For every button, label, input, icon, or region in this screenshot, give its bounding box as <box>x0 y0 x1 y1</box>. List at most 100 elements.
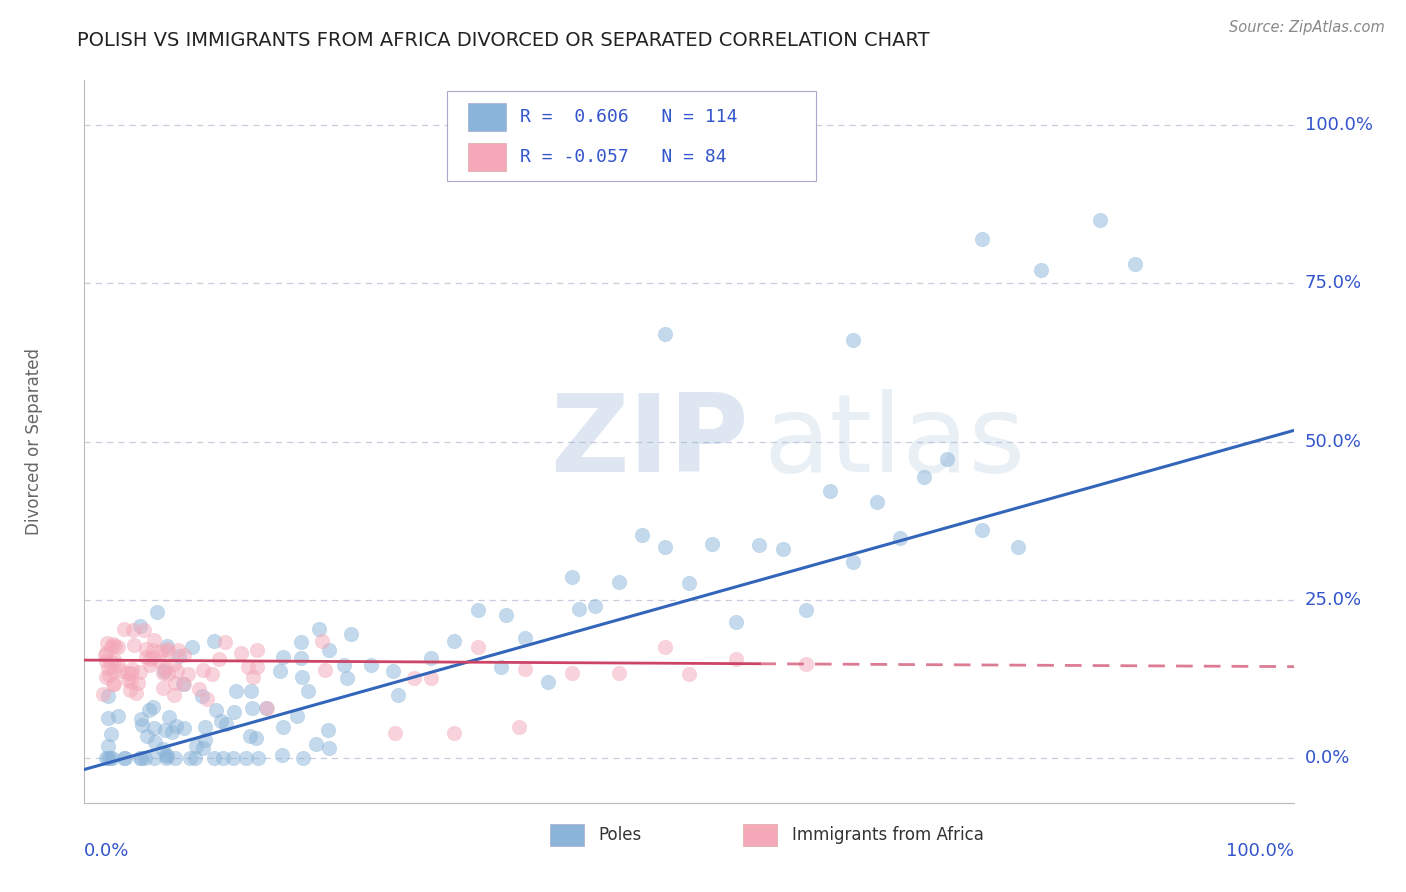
Point <box>103 653 125 667</box>
Point <box>96 751 118 765</box>
Point <box>419 651 441 665</box>
Point <box>297 684 319 698</box>
Point <box>142 650 165 665</box>
Point <box>202 751 225 765</box>
Point <box>172 677 194 691</box>
Point <box>583 599 606 613</box>
Point <box>794 657 817 671</box>
Point <box>146 606 169 620</box>
Point <box>311 634 333 648</box>
Point <box>1088 212 1111 227</box>
Point <box>165 718 187 732</box>
Point <box>271 649 294 664</box>
Point <box>240 683 263 698</box>
Point <box>402 671 425 685</box>
Point <box>142 700 165 714</box>
Point <box>235 751 257 765</box>
Point <box>271 748 294 763</box>
Point <box>384 726 406 740</box>
Point <box>678 576 700 591</box>
Point <box>1123 257 1146 271</box>
Point <box>489 660 512 674</box>
Point <box>631 528 654 542</box>
Point <box>724 652 747 666</box>
Point <box>156 748 179 763</box>
Point <box>94 647 117 661</box>
Point <box>508 720 530 734</box>
Point <box>360 658 382 673</box>
Point <box>467 603 489 617</box>
Point <box>1007 540 1029 554</box>
Point <box>214 635 236 649</box>
Point <box>142 642 165 657</box>
Point <box>236 660 259 674</box>
Point <box>97 661 120 675</box>
Text: Poles: Poles <box>599 826 641 845</box>
Point <box>537 674 560 689</box>
Point <box>191 689 214 703</box>
Point <box>121 623 143 637</box>
Point <box>209 714 232 728</box>
Point <box>120 683 142 698</box>
Point <box>155 723 177 737</box>
Text: Divorced or Separated: Divorced or Separated <box>24 348 42 535</box>
Point <box>215 716 238 731</box>
Point <box>290 650 312 665</box>
Point <box>748 538 770 552</box>
Point <box>314 664 336 678</box>
Text: ZIP: ZIP <box>550 389 748 494</box>
Point <box>225 684 247 698</box>
Point <box>654 540 676 554</box>
Point <box>114 751 136 765</box>
Point <box>97 711 120 725</box>
Point <box>96 670 118 684</box>
Point <box>121 662 143 676</box>
Text: 50.0%: 50.0% <box>1305 433 1361 450</box>
Point <box>91 687 114 701</box>
Point <box>127 676 149 690</box>
Point <box>177 667 200 681</box>
Point <box>513 631 536 645</box>
Point <box>912 470 935 484</box>
Point <box>285 709 308 723</box>
Point <box>103 664 125 678</box>
Point <box>269 664 291 678</box>
FancyBboxPatch shape <box>550 824 583 847</box>
Point <box>187 682 209 697</box>
Point <box>194 720 217 734</box>
Point <box>842 333 865 347</box>
Point <box>842 555 865 569</box>
FancyBboxPatch shape <box>468 143 506 170</box>
Point <box>128 619 150 633</box>
Point <box>136 729 159 743</box>
Point <box>271 720 294 734</box>
Point <box>129 751 152 765</box>
Point <box>195 692 218 706</box>
Point <box>180 640 202 655</box>
Point <box>186 739 208 754</box>
Point <box>132 623 155 637</box>
Point <box>104 639 127 653</box>
Point <box>117 673 139 688</box>
Point <box>107 657 129 672</box>
Point <box>120 666 142 681</box>
Text: 75.0%: 75.0% <box>1305 274 1362 292</box>
Point <box>654 326 676 341</box>
Point <box>318 740 340 755</box>
Point <box>318 643 340 657</box>
Point <box>239 729 262 743</box>
Text: 25.0%: 25.0% <box>1305 591 1362 609</box>
Text: POLISH VS IMMIGRANTS FROM AFRICA DIVORCED OR SEPARATED CORRELATION CHART: POLISH VS IMMIGRANTS FROM AFRICA DIVORCE… <box>77 31 929 50</box>
Point <box>163 688 186 702</box>
Point <box>163 751 186 765</box>
Point <box>129 712 152 726</box>
Point <box>103 677 125 691</box>
Point <box>134 751 156 765</box>
Point <box>112 622 135 636</box>
Point <box>254 701 277 715</box>
Point <box>221 751 243 765</box>
Point <box>98 668 121 682</box>
Point <box>155 747 177 762</box>
Point <box>143 734 166 748</box>
Text: 0.0%: 0.0% <box>84 842 129 860</box>
